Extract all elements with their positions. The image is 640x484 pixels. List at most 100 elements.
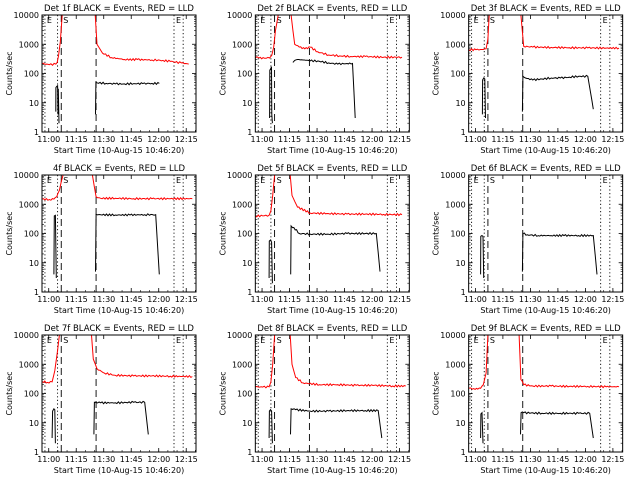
x-tick-label: 12:00	[147, 135, 170, 144]
events-series-line	[268, 239, 273, 284]
x-tick-label: 12:00	[361, 135, 384, 144]
x-tick-label: 11:30	[306, 295, 329, 304]
x-tick-label: 11:45	[546, 295, 569, 304]
series-group	[42, 335, 193, 444]
y-axis-label: Counts/sec	[218, 211, 227, 255]
plot-frame	[468, 174, 624, 293]
marker-label: S	[277, 176, 282, 185]
lld-series-line	[289, 175, 403, 217]
detector-panel-2: Det 2f BLACK = Events, RED = LLD Counts/s…	[218, 4, 411, 155]
events-series-line	[269, 66, 273, 124]
x-tick-label: 12:15	[175, 135, 198, 144]
x-tick-label: 12:15	[175, 295, 198, 304]
y-tick-label: 10	[29, 419, 39, 428]
detector-panel-8: Det 8f BLACK = Events, RED = LLD Counts/s…	[218, 324, 411, 475]
x-tick-label: 11:30	[519, 455, 542, 464]
x-tick-label: 12:00	[147, 295, 170, 304]
events-series-line	[521, 232, 598, 275]
detector-panel-9: Det 9f BLACK = Events, RED = LLD Counts/s…	[432, 324, 625, 475]
x-tick-label: 12:15	[601, 295, 624, 304]
y-axis-label: Counts/sec	[432, 51, 441, 95]
x-tick-label: 12:00	[574, 455, 597, 464]
lld-series-line	[255, 335, 276, 389]
events-series-line	[53, 214, 57, 279]
marker-label: E	[260, 336, 265, 345]
y-tick-label: 1000	[232, 40, 252, 49]
panel-title: Det 9f BLACK = Events, RED = LLD	[471, 324, 621, 334]
y-tick-label: 10000	[440, 171, 465, 180]
x-tick-label: 11:30	[519, 295, 542, 304]
x-tick-label: 11:15	[278, 455, 301, 464]
marker-label: S	[277, 16, 282, 25]
x-axis-label: Start Time (10-Aug-15 10:46:20)	[267, 306, 398, 315]
lld-series-line	[290, 15, 403, 59]
lld-series-line	[42, 335, 60, 384]
lld-series-line	[255, 15, 279, 60]
y-tick-label: 10	[29, 99, 39, 108]
events-series-line	[268, 408, 273, 444]
y-tick-label: 1000	[445, 360, 465, 369]
x-tick-label: 11:00	[251, 455, 274, 464]
y-tick-label: 100	[450, 70, 465, 79]
plot-frame	[468, 334, 624, 453]
marker-label: S	[490, 16, 495, 25]
plot-frame	[254, 14, 410, 133]
marker-label: E	[176, 16, 181, 25]
lld-series-line	[42, 175, 64, 201]
y-tick-label: 1	[247, 448, 252, 457]
y-tick-label: 10000	[227, 331, 252, 340]
events-series-line	[290, 408, 383, 439]
x-tick-label: 11:00	[464, 295, 487, 304]
lld-series-line	[503, 335, 620, 389]
y-tick-label: 10000	[14, 11, 39, 20]
y-tick-label: 10	[455, 419, 465, 428]
x-tick-label: 12:15	[175, 455, 198, 464]
series-group	[480, 232, 598, 279]
y-axis-label: Counts/sec	[218, 371, 227, 415]
x-tick-label: 11:15	[278, 295, 301, 304]
marker-label: E	[474, 176, 479, 185]
marker-label: S	[63, 336, 68, 345]
x-tick-label: 11:45	[546, 135, 569, 144]
x-tick-label: 11:45	[333, 455, 356, 464]
panel-title: Det 6f BLACK = Events, RED = LLD	[471, 164, 621, 174]
y-axis-label: Counts/sec	[432, 211, 441, 255]
x-axis-label: Start Time (10-Aug-15 10:46:20)	[54, 306, 185, 315]
x-tick-label: 11:45	[333, 295, 356, 304]
events-series-line	[481, 77, 486, 119]
events-series-line	[292, 59, 356, 119]
y-tick-label: 10	[455, 259, 465, 268]
series-group	[42, 15, 189, 124]
events-series-line	[480, 411, 484, 444]
y-tick-label: 1000	[232, 200, 252, 209]
y-tick-label: 1	[461, 128, 466, 137]
y-tick-label: 1000	[445, 200, 465, 209]
y-tick-label: 10	[29, 259, 39, 268]
events-series-line	[520, 411, 594, 439]
series-group	[468, 15, 620, 119]
x-tick-label: 11:45	[120, 135, 143, 144]
y-tick-label: 1	[34, 288, 39, 297]
x-axis-label: Start Time (10-Aug-15 10:46:20)	[267, 146, 398, 155]
y-axis-label: Counts/sec	[432, 371, 441, 415]
series-group	[255, 335, 406, 444]
y-tick-label: 10	[455, 99, 465, 108]
marker-label: E	[603, 16, 608, 25]
y-axis-label: Counts/sec	[5, 51, 14, 95]
y-tick-label: 1000	[445, 40, 465, 49]
y-tick-label: 1	[247, 128, 252, 137]
x-axis-label: Start Time (10-Aug-15 10:46:20)	[267, 466, 398, 475]
x-tick-label: 11:00	[251, 295, 274, 304]
y-tick-label: 10000	[14, 331, 39, 340]
lld-series-line	[289, 335, 406, 388]
plot-frame	[468, 14, 624, 133]
x-tick-label: 12:15	[388, 295, 411, 304]
lld-series-line	[468, 335, 489, 391]
x-tick-label: 11:00	[37, 295, 60, 304]
y-tick-label: 10	[242, 419, 252, 428]
x-tick-label: 11:00	[37, 455, 60, 464]
panel-title: Det 8f BLACK = Events, RED = LLD	[257, 324, 407, 334]
marker-label: E	[474, 336, 479, 345]
marker-label: E	[389, 336, 394, 345]
